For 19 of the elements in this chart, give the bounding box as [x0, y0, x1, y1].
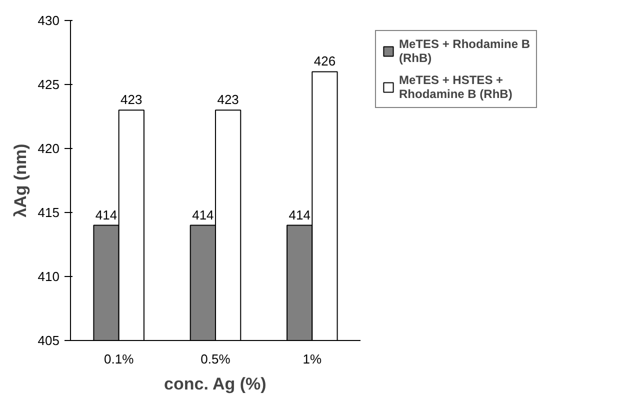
y-tick-label: 405 [38, 333, 60, 348]
data-label: 426 [314, 54, 336, 69]
data-label: 423 [217, 92, 239, 108]
x-tick-label: 1% [302, 352, 322, 366]
y-tick-label: 415 [38, 205, 60, 220]
y-axis-title: λAg (nm) [10, 144, 30, 218]
data-label: 423 [120, 92, 142, 108]
legend-label: MeTES + Rhodamine B (RhB) [399, 37, 530, 65]
data-label: 414 [192, 207, 214, 222]
data-label: 414 [288, 207, 310, 222]
y-tick-label: 420 [38, 141, 60, 156]
legend-label: MeTES + HSTES + Rhodamine B (RhB) [399, 73, 512, 101]
data-label: 414 [95, 207, 118, 222]
x-axis-title: conc. Ag (%) [164, 374, 266, 394]
x-tick-label: 0.1% [104, 352, 134, 366]
y-tick-label: 430 [38, 13, 60, 28]
y-tick-label: 410 [38, 269, 60, 284]
x-tick-label: 0.5% [200, 352, 231, 366]
y-tick-label: 425 [38, 77, 60, 92]
